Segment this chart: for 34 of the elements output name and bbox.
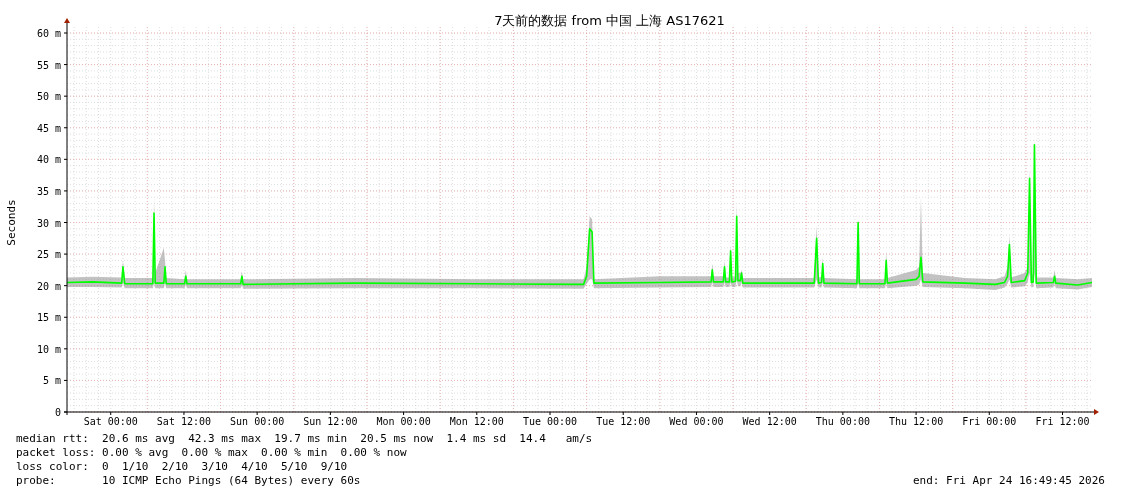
y-tick-label: 20 m <box>36 280 61 292</box>
y-tick-label: 25 m <box>36 249 61 261</box>
x-tick-label: Sat 12:00 <box>156 416 212 427</box>
x-tick-label: Sun 12:00 <box>303 416 358 427</box>
x-tick-label: Tue 12:00 <box>596 416 651 427</box>
x-tick-label: Mon 12:00 <box>449 416 504 427</box>
y-tick-label: 30 m <box>36 217 61 229</box>
x-tick-label: Sat 00:00 <box>83 416 138 427</box>
y-tick-label: 55 m <box>36 59 61 71</box>
y-tick-label: 10 m <box>36 343 61 355</box>
x-tick-label: Wed 00:00 <box>669 416 724 427</box>
text: packet loss: 0.00 % avg 0.00 % max 0.00 % min 0.00 % now <box>16 446 408 459</box>
chart-title: 7天前的数据 from 中国 上海 AS17621 <box>494 13 725 28</box>
y-tick-label: 60 m <box>36 28 61 39</box>
y-tick-label: 0 <box>54 407 61 418</box>
text: median rtt: 20.6 ms avg 42.3 ms max 19.7 ms min 20.5 ms now 1.4 ms sd 14.4 am/s <box>16 432 593 445</box>
y-axis-title: Seconds <box>5 199 18 246</box>
y-tick-label: 5 m <box>42 375 61 387</box>
y-tick-label: 15 m <box>36 312 61 324</box>
x-tick-label: Tue 00:00 <box>522 416 578 427</box>
x-tick-label: Sun 00:00 <box>230 416 285 427</box>
x-tick-label: Thu 12:00 <box>888 416 944 427</box>
text: end: Fri Apr 24 16:49:45 2026 <box>912 474 1105 487</box>
y-tick-label: 35 m <box>36 185 61 197</box>
x-tick-label: Fri 12:00 <box>1035 416 1090 427</box>
text: probe: 10 ICMP Echo Pings (64 Bytes) every 60s <box>16 474 361 487</box>
x-tick-label: Wed 12:00 <box>742 416 797 427</box>
y-tick-label: 50 m <box>36 91 61 103</box>
y-tick-label: 40 m <box>36 154 61 166</box>
text: loss color: 0 1/10 2/10 3/10 4/10 5/10 9/10 <box>16 460 348 473</box>
y-tick-label: 45 m <box>36 122 61 134</box>
x-tick-label: Mon 00:00 <box>376 416 431 427</box>
x-tick-label: Fri 00:00 <box>962 416 1017 427</box>
x-tick-label: Thu 00:00 <box>815 416 870 427</box>
